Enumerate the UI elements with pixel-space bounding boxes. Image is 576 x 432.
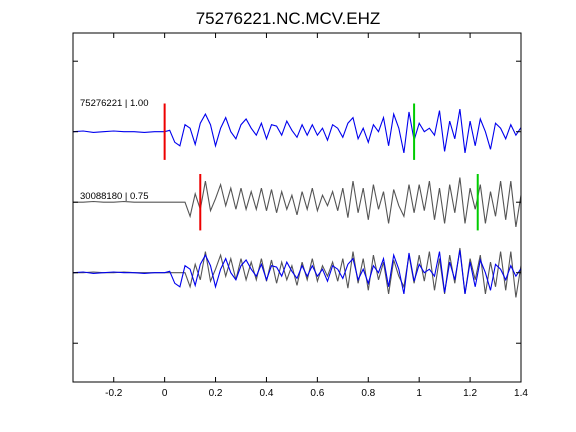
x-tick-label-4: 0.6	[310, 388, 324, 399]
trace-label-1: 30088180 | 0.75	[80, 191, 149, 202]
chart-title: 75276221.NC.MCV.EHZ	[196, 9, 381, 28]
waveform-trace-1	[73, 177, 522, 227]
x-tick-label-5: 0.8	[361, 388, 375, 399]
x-axis-ticks: -0.2 0 0.2 0.4 0.6 0.8 1 1.2 1.4	[73, 33, 528, 399]
waveform-trace-0	[72, 109, 522, 154]
x-tick-label-6: 1	[416, 388, 422, 399]
x-tick-label-0: -0.2	[105, 388, 123, 399]
plot-area	[72, 103, 522, 298]
overlay-series-1	[72, 250, 522, 295]
axes-frame	[72, 32, 522, 383]
x-tick-label-2: 0.2	[209, 388, 223, 399]
trace-label-0: 75276221 | 1.00	[80, 98, 149, 109]
x-tick-label-8: 1.4	[514, 388, 528, 399]
x-tick-label-7: 1.2	[463, 388, 477, 399]
x-tick-label-1: 0	[162, 388, 168, 399]
x-tick-label-3: 0.4	[260, 388, 274, 399]
